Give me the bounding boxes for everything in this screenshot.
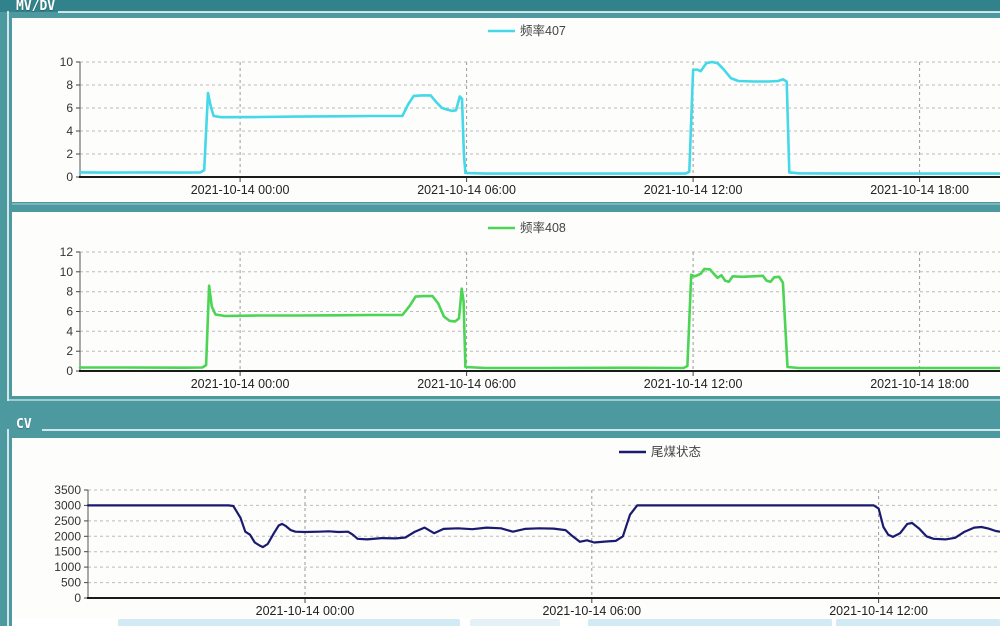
x-tick-label: 2021-10-14 00:00 [191,377,290,391]
mvdv-group-label: MV/DV [16,0,56,14]
series-line [78,267,1000,370]
y-tick-label: 0 [74,591,81,605]
y-tick-label: 4 [66,324,73,338]
chart-panel-frequency-407: 0 2 4 6 8 10 2021-10-14 00:00 2021-10-14 06:00 2… [12,18,1000,202]
bottom-cutoff-segment [470,619,560,626]
x-tick-label: 2021-10-14 06:00 [417,183,516,197]
y-tick-label: 8 [66,285,73,299]
cv-groupbox-top-border [42,429,1000,431]
chart-frequency-407[interactable]: 0 2 4 6 8 10 2021-10-14 00:00 2021-10-14 06:00 2… [12,18,1000,202]
legend-item[interactable]: 频率408 [488,220,566,235]
y-tick-label: 12 [60,245,74,259]
bottom-cutoff-segment [836,619,1000,626]
x-tick-label: 2021-10-14 12:00 [829,604,928,618]
cv-groupbox-left-border [7,429,9,626]
y-tick-label: 1500 [54,545,81,559]
legend-label: 频率408 [520,220,566,235]
bottom-cutoff-bar [12,618,1000,626]
top-band [0,0,1000,12]
x-tick-label: 2021-10-14 00:00 [191,183,290,197]
x-tick-label: 2021-10-14 06:00 [417,377,516,391]
y-tick-label: 1000 [54,560,81,574]
y-tick-label: 2000 [54,529,81,543]
series-line [86,504,1000,549]
mvdv-groupbox-left-border [7,11,9,401]
y-tick-label: 2500 [54,514,81,528]
y-tick-label: 6 [66,305,73,319]
x-tick-label: 2021-10-14 12:00 [644,183,743,197]
y-tick-label: 6 [66,101,73,115]
mvdv-groupbox-top-border [58,11,1000,13]
x-tick-label: 2021-10-14 12:00 [644,377,743,391]
chart-panel-tail-coal-status: 0 500 1000 1500 2000 2500 3000 3500 2021-10-14 0… [12,438,1000,618]
chart-panel-frequency-408: 0 2 4 6 8 10 12 2021-10-14 00:00 2021-10-14 06:0… [12,212,1000,396]
mvdv-groupbox-bottom-border [7,399,1000,401]
y-tick-label: 0 [66,170,73,184]
bottom-cutoff-segment [118,619,460,626]
y-tick-label: 500 [61,576,81,590]
legend-item[interactable]: 尾煤状态 [619,445,701,459]
series-line [78,60,1000,175]
x-tick-label: 2021-10-14 18:00 [870,377,969,391]
cv-group-label: CV [16,417,32,432]
y-tick-label: 2 [66,147,73,161]
panel-separator [12,203,1000,205]
bottom-cutoff-segment [588,619,832,626]
y-tick-label: 4 [66,124,73,138]
y-tick-label: 10 [60,55,74,69]
y-tick-label: 8 [66,78,73,92]
legend-item[interactable]: 频率407 [488,23,566,38]
y-tick-label: 10 [60,265,74,279]
legend-label: 频率407 [520,23,566,38]
legend-label: 尾煤状态 [651,445,701,459]
y-tick-label: 0 [66,364,73,378]
x-tick-label: 2021-10-14 00:00 [256,604,355,618]
y-tick-label: 3000 [54,498,81,512]
y-tick-label: 3500 [54,483,81,497]
chart-frequency-408[interactable]: 0 2 4 6 8 10 12 2021-10-14 00:00 2021-10-14 06:0… [12,212,1000,396]
x-tick-label: 2021-10-14 06:00 [542,604,641,618]
y-tick-label: 2 [66,344,73,358]
x-tick-label: 2021-10-14 18:00 [870,183,969,197]
